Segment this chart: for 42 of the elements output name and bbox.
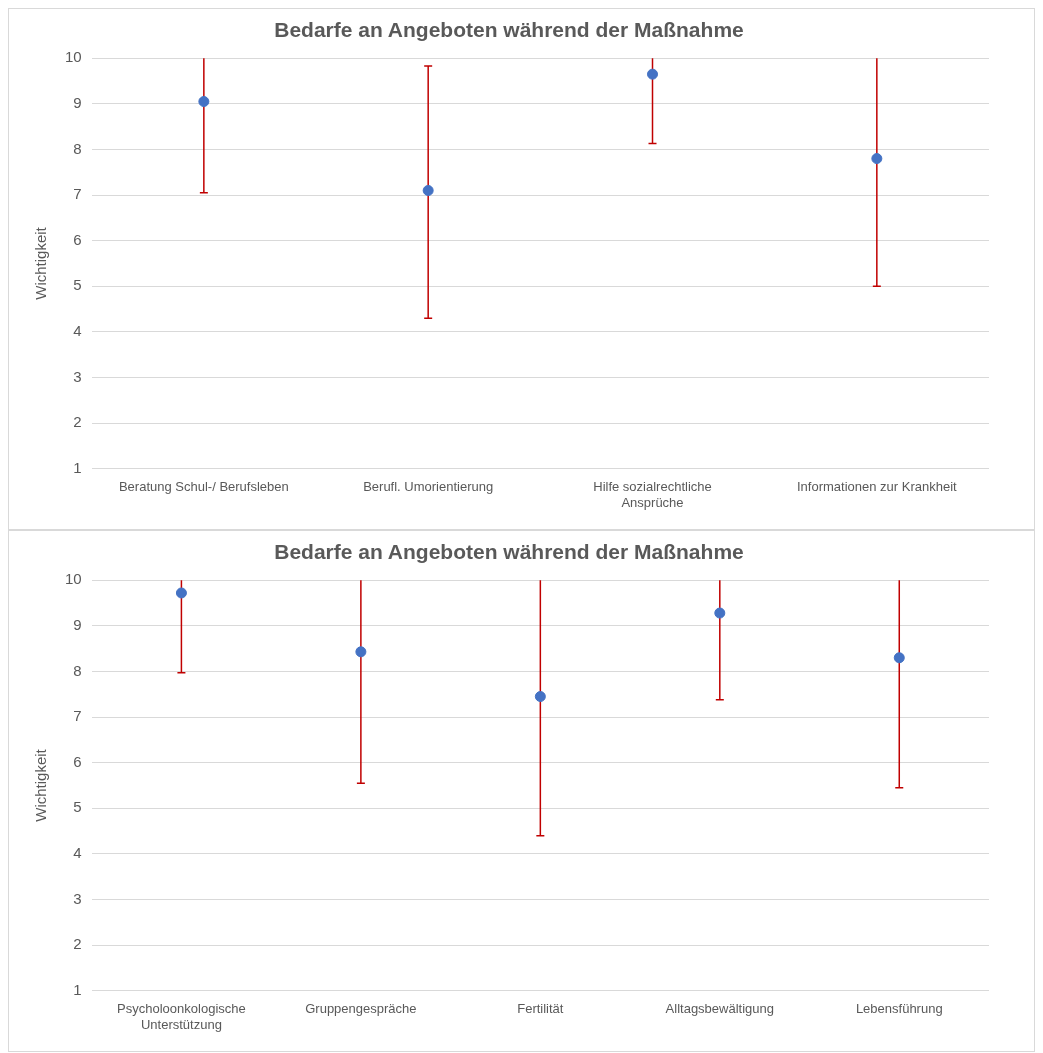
y-tick-label: 2 [73,413,82,431]
y-tick-label: 8 [73,139,82,157]
chart-title: Bedarfe an Angeboten während der Maßnahme [274,18,744,42]
y-tick-label: 3 [73,889,82,907]
y-tick-label: 10 [65,48,82,66]
point [198,96,210,108]
point [355,646,367,658]
point [422,185,434,196]
x-tick-label: Beratung Schul-/ Berufsleben [118,479,289,495]
y-tick-label: 6 [73,230,82,248]
y-tick-label: 4 [73,844,82,862]
y-tick-label: 9 [73,93,82,111]
x-tick-label: Hilfe sozialrechtliche Ansprüche [593,479,712,510]
y-tick-label: 10 [65,570,82,588]
y-axis-title: Wichtigkeit [32,226,50,300]
x-tick-label: Psycholoonkologische Unterstützung [117,1001,246,1032]
point [893,652,905,664]
y-tick-label: 7 [73,707,82,725]
y-tick-label: 1 [73,980,82,998]
y-tick-label: 8 [73,661,82,679]
point [534,691,546,703]
y-tick-label: 3 [73,367,82,385]
y-tick-label: 5 [73,276,82,294]
x-tick-label: Berufl. Umorientierung [363,479,494,495]
y-tick-label: 2 [73,935,82,953]
y-tick-label: 4 [73,322,82,340]
point [714,607,726,619]
y-tick-label: 1 [73,458,82,476]
chart-title: Bedarfe an Angeboten während der Maßnahme [274,540,744,564]
y-axis-title: Wichtigkeit [32,748,50,822]
x-tick-label: Informationen zur Krankheit [796,479,958,495]
y-tick-label: 7 [73,185,82,203]
x-tick-label: Gruppengespräche [305,1001,417,1017]
y-tick-label: 5 [73,798,82,816]
x-tick-label: Fertilität [517,1001,564,1017]
point [175,587,187,599]
x-tick-label: Lebensführung [855,1001,943,1017]
y-tick-label: 9 [73,615,82,633]
point [647,68,659,80]
x-tick-label: Alltagsbewältigung [665,1001,775,1017]
y-tick-label: 6 [73,752,82,770]
point [871,153,883,165]
